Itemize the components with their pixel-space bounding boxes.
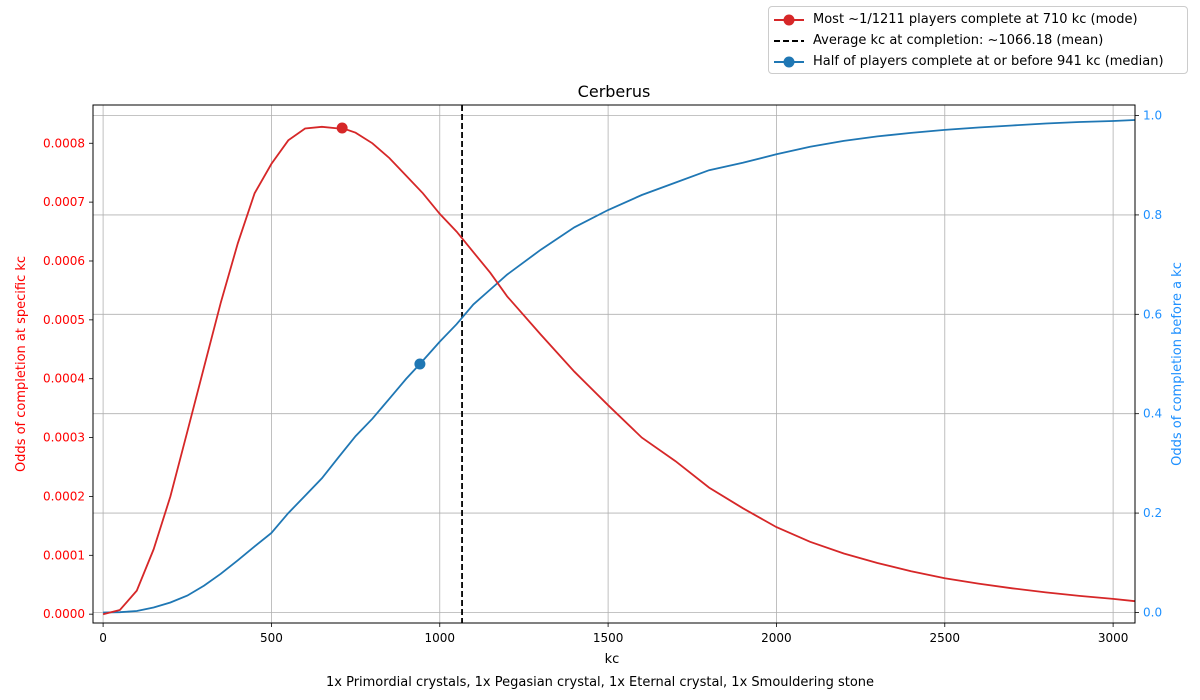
legend: Most ~1/1211 players complete at 710 kc … (768, 6, 1188, 74)
x-tick-label: 0 (99, 631, 107, 645)
x-axis: 0 500 1000 1500 2000 2500 3000 (99, 623, 1128, 645)
y-left-tick-label: 0.0006 (43, 254, 85, 268)
y-axis-right: 0.0 0.2 0.4 0.6 0.8 1.0 (1135, 109, 1162, 619)
y-axis-left: 0.0000 0.0001 0.0002 0.0003 0.0004 0.0005 0.00… (43, 136, 93, 621)
y-right-tick-label: 0.4 (1143, 407, 1162, 421)
median-marker (414, 358, 426, 370)
y-left-tick-label: 0.0008 (43, 136, 85, 150)
legend-swatch-median (774, 56, 804, 68)
x-tick-label: 3000 (1098, 631, 1129, 645)
legend-label-mean: Average kc at completion: ~1066.18 (mean… (813, 33, 1104, 48)
y-left-tick-label: 0.0004 (43, 372, 85, 386)
x-axis-label: kc (605, 652, 620, 667)
y-left-tick-label: 0.0002 (43, 489, 85, 503)
y-axis-left-label: Odds of completion at specific kc (14, 256, 29, 472)
chart-title: Cerberus (578, 82, 651, 101)
legend-label-mode: Most ~1/1211 players complete at 710 kc … (813, 12, 1138, 27)
legend-item-median: Half of players complete at or before 94… (769, 52, 1187, 72)
x-tick-label: 1000 (424, 631, 455, 645)
x-tick-label: 2000 (761, 631, 792, 645)
series-group (102, 119, 1136, 616)
pmf-line (102, 125, 1136, 616)
legend-item-mean: Average kc at completion: ~1066.18 (mean… (769, 31, 1187, 51)
legend-item-mode: Most ~1/1211 players complete at 710 kc … (769, 10, 1187, 30)
mode-marker (336, 122, 348, 134)
y-left-tick-label: 0.0003 (43, 431, 85, 445)
y-right-tick-label: 0.6 (1143, 307, 1162, 321)
grid (93, 105, 1135, 623)
x-tick-label: 2500 (930, 631, 961, 645)
cdf-line (103, 119, 1136, 614)
x-tick-label: 1500 (593, 631, 624, 645)
chart-footer: 1x Primordial crystals, 1x Pegasian crys… (326, 675, 874, 690)
y-left-tick-label: 0.0007 (43, 195, 85, 209)
legend-swatch-mode (774, 14, 804, 26)
y-left-tick-label: 0.0001 (43, 548, 85, 562)
y-right-tick-label: 1.0 (1143, 109, 1162, 123)
y-right-tick-label: 0.8 (1143, 208, 1162, 222)
y-left-tick-label: 0.0005 (43, 313, 85, 327)
legend-label-median: Half of players complete at or before 94… (813, 54, 1164, 69)
legend-swatch-mean (774, 40, 804, 42)
y-axis-right-label: Odds of completion before a kc (1170, 262, 1185, 466)
plot-frame (92, 104, 1136, 624)
y-right-tick-label: 0.0 (1143, 605, 1162, 619)
y-left-tick-label: 0.0000 (43, 607, 85, 621)
x-tick-label: 500 (260, 631, 283, 645)
y-right-tick-label: 0.2 (1143, 506, 1162, 520)
